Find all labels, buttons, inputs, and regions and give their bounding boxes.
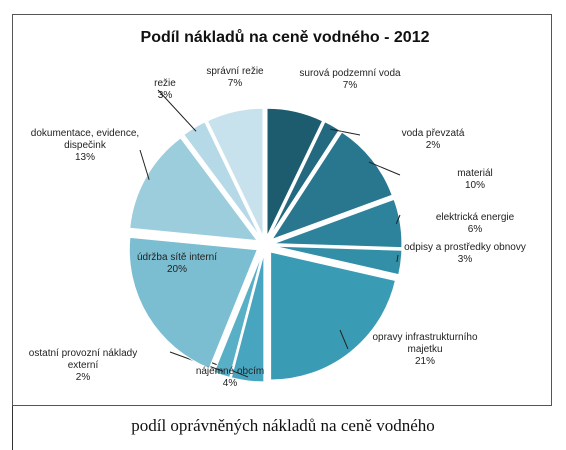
caption: podíl oprávněných nákladů na ceně vodnéh… <box>131 416 435 435</box>
pie-slice <box>129 137 259 242</box>
slice-label: režie 3% <box>100 78 230 102</box>
slice-value: 6% <box>467 224 483 235</box>
pie-slice <box>268 121 340 238</box>
slice-name: dokumentace, evidence, dispečink <box>30 128 140 151</box>
slice-label: voda převzatá 2% <box>368 128 498 152</box>
pie-slice <box>266 107 324 237</box>
pie-slice <box>273 245 403 276</box>
caption-border <box>12 406 13 450</box>
slice-name: režie <box>154 78 176 89</box>
pie-slice <box>128 236 259 369</box>
leader-line <box>330 128 361 136</box>
slice-name: ostatní provozní náklady externí <box>28 348 138 371</box>
slice-name: údržba sítě interní <box>136 252 218 263</box>
slice-value: 2% <box>75 372 91 383</box>
leader-line <box>157 89 197 132</box>
slice-name: nájemné obcím <box>195 366 265 377</box>
slice-label: opravy infrastrukturního majetku 21% <box>360 332 490 368</box>
slice-name: materiál <box>457 168 493 179</box>
pie-slice <box>206 107 264 237</box>
slice-label: elektrická energie 6% <box>410 212 540 236</box>
slice-value: 13% <box>74 152 95 163</box>
slice-value: 7% <box>227 78 243 89</box>
slice-name: správní režie <box>206 66 264 77</box>
slice-label: správní režie 7% <box>170 66 300 90</box>
slice-value: 21% <box>414 356 435 367</box>
slice-name: elektrická energie <box>435 212 515 223</box>
slice-label: ostatní provozní náklady externí 2% <box>18 348 148 384</box>
slice-label: nájemné obcím 4% <box>165 366 295 390</box>
chart: Podíl nákladů na ceně vodného - 2012 <box>128 29 430 383</box>
leader-line <box>396 254 399 263</box>
slice-value: 20% <box>166 264 187 275</box>
pie-slice <box>270 131 393 241</box>
slice-value: 3% <box>457 254 473 265</box>
chart-title: Podíl nákladů na ceně vodného - 2012 <box>141 29 430 46</box>
slice-name: opravy infrastrukturního majetku <box>372 332 478 355</box>
slice-label: materiál 10% <box>410 168 540 192</box>
slice-label: dokumentace, evidence, dispečink 13% <box>20 128 150 164</box>
slice-label: odpisy a prostředky obnovy 3% <box>400 242 530 266</box>
slice-value: 7% <box>342 80 358 91</box>
pie-slice <box>270 251 397 381</box>
slice-label: údržba sítě interní 20% <box>112 252 242 276</box>
leader-line <box>368 161 401 176</box>
slice-value: 10% <box>464 180 485 191</box>
slice-label: surová podzemní voda 7% <box>285 68 415 92</box>
chart-frame <box>12 14 552 406</box>
pie-slice <box>273 198 403 249</box>
slice-name: surová podzemní voda <box>299 68 401 79</box>
slice-name: voda převzatá <box>401 128 465 139</box>
leader-line <box>395 214 401 224</box>
pie-slice <box>183 121 261 238</box>
pie-slice <box>213 253 263 378</box>
leader-line <box>139 149 150 180</box>
leader-line <box>339 329 349 350</box>
slice-value: 2% <box>425 140 441 151</box>
slice-value: 3% <box>157 90 173 101</box>
pie-slice <box>230 253 265 383</box>
slice-value: 4% <box>222 378 238 389</box>
slice-name: odpisy a prostředky obnovy <box>404 242 526 253</box>
